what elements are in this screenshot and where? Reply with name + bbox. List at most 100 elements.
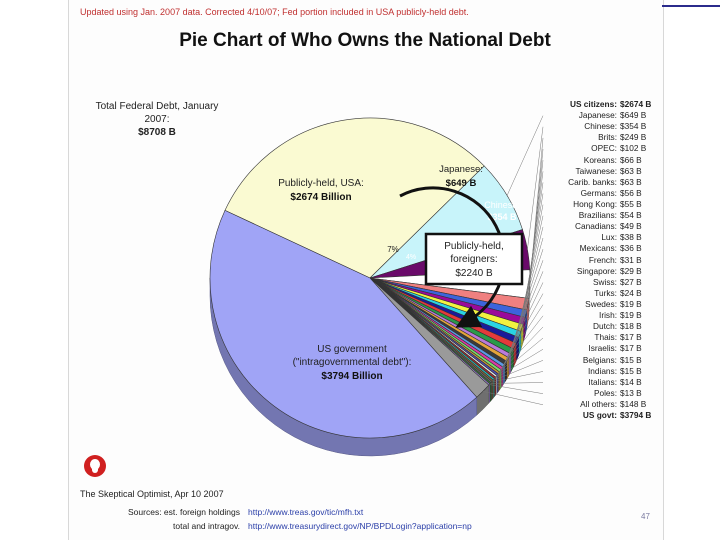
chart-title: Pie Chart of Who Owns the National Debt <box>179 30 551 51</box>
leader-line <box>492 360 544 382</box>
source-row: total and intragov. http://www.treasuryd… <box>90 519 472 533</box>
legend-label: Koreans: <box>583 154 617 165</box>
slice-label-us-government: US government <box>317 344 387 355</box>
slice-percent-7: 7% <box>387 245 399 254</box>
legend-entry-poles: Poles: $13 B <box>510 388 658 399</box>
total-debt-value: $8708 B <box>138 127 176 138</box>
source-label: total and intragov. <box>173 521 240 531</box>
legend-value: $19 B <box>620 310 642 321</box>
legend-entry-thais: Thais: $17 B <box>510 332 658 343</box>
legend-value: $49 B <box>620 221 642 232</box>
legend-label: US govt: <box>582 410 617 421</box>
slice-label-publicly-held: Publicly-held, USA: <box>278 178 364 189</box>
legend-value: $17 B <box>620 332 642 343</box>
leader-line <box>482 391 544 406</box>
slice-label-intragovernmental: ("intragovernmental debt"): <box>293 357 412 368</box>
leader-line <box>489 384 544 394</box>
legend-value: $38 B <box>620 232 642 243</box>
pie-slices <box>209 117 531 439</box>
legend-value: $148 B <box>620 398 647 409</box>
legend-value: $102 B <box>620 143 647 154</box>
leader-line <box>519 193 544 335</box>
legend-value: $649 B <box>620 110 647 121</box>
legend-label: Italians: <box>588 376 617 387</box>
skeptical-optimist-logo <box>84 455 106 477</box>
legend-value: $66 B <box>620 154 642 165</box>
legend-label: US citizens: <box>569 99 617 109</box>
legend-entry-koreans: Koreans: $66 B <box>510 155 658 166</box>
legend-label: Singapore: <box>576 265 617 276</box>
total-debt-label: Total Federal Debt, January 2007: $8708 … <box>92 100 222 139</box>
legend-entry-swedes: Swedes: $19 B <box>510 299 658 310</box>
legend-value: $17 B <box>620 343 642 354</box>
legend-entry-canadians: Canadians: $49 B <box>510 221 658 232</box>
legend-value: $27 B <box>620 276 642 287</box>
legend-label: French: <box>588 254 617 265</box>
callout-line-1: Publicly-held, <box>444 241 503 252</box>
legend-entry-hong-kong: Hong Kong: $55 B <box>510 199 658 210</box>
legend-entry-chinese: Chinese: $354 B <box>510 121 658 132</box>
pie-slice-us-govt <box>209 209 478 439</box>
leader-line <box>503 271 544 366</box>
chart-legend: US citizens: $2674 B Japanese: $649 B Chines… <box>510 99 658 421</box>
legend-entry-turks: Turks: $24 B <box>510 288 658 299</box>
callout-box <box>424 232 524 286</box>
legend-entry-swiss: Swiss: $27 B <box>510 277 658 288</box>
leader-line <box>500 293 544 371</box>
legend-entry-brits: Brits: $249 B <box>510 132 658 143</box>
leader-line <box>496 326 544 377</box>
legend-value: $19 B <box>620 298 642 309</box>
slice-value-japanese: $649 B <box>446 178 477 189</box>
update-note: Updated using Jan. 2007 data. Corrected … <box>80 7 469 17</box>
legend-value: $15 B <box>620 354 642 365</box>
legend-entry-us-govt: US govt: $3794 B <box>510 410 658 421</box>
leader-line <box>493 348 544 380</box>
leader-line <box>497 315 544 375</box>
leader-line <box>494 337 544 379</box>
legend-label: Israelis: <box>588 343 617 354</box>
legend-value: $14 B <box>620 376 642 387</box>
legend-label: All others: <box>580 398 617 409</box>
legend-label: Dutch: <box>593 321 617 332</box>
legend-entry-japanese: Japanese: $649 B <box>510 110 658 121</box>
legend-value: $36 B <box>620 243 642 254</box>
legend-entry-carib-banks: Carib. banks: $63 B <box>510 177 658 188</box>
legend-label: Germans: <box>580 187 617 198</box>
pie-slice-us-citizens <box>224 117 485 279</box>
leader-line <box>501 282 544 369</box>
legend-value: $31 B <box>620 254 642 265</box>
slice-label-japanese: Japanese: <box>439 164 483 175</box>
legend-entry-germans: Germans: $56 B <box>510 188 658 199</box>
source-link[interactable]: http://www.treas.gov/tic/mfh.txt <box>248 507 364 517</box>
foreign-holdings-arrow <box>399 186 506 328</box>
legend-entry-israelis: Israelis: $17 B <box>510 343 658 354</box>
legend-label: Hong Kong: <box>573 198 617 209</box>
legend-value: $15 B <box>620 365 642 376</box>
legend-entry-italians: Italians: $14 B <box>510 377 658 388</box>
legend-value: $2674 B <box>620 99 652 109</box>
leader-line <box>491 371 544 383</box>
legend-value: $56 B <box>620 187 642 198</box>
legend-value: $354 B <box>620 121 647 132</box>
legend-label: OPEC: <box>591 143 617 154</box>
legend-label: Mexicans: <box>579 243 617 254</box>
legend-entry-indians: Indians: $15 B <box>510 366 658 377</box>
legend-label: Lux: <box>601 232 617 243</box>
legend-label: Brits: <box>598 132 617 143</box>
legend-label: Indians: <box>587 365 617 376</box>
legend-value: $63 B <box>620 165 642 176</box>
legend-label: Swiss: <box>593 276 617 287</box>
leader-line <box>490 382 544 384</box>
source-row: Sources: est. foreign holdings http://ww… <box>90 505 472 519</box>
legend-value: $24 B <box>620 287 642 298</box>
source-link[interactable]: http://www.treasurydirect.gov/NP/BPDLogi… <box>248 521 472 531</box>
legend-value: $3794 B <box>620 410 652 421</box>
slice-percent-4: 4% <box>406 254 416 261</box>
legend-value: $13 B <box>620 387 642 398</box>
legend-value: $54 B <box>620 210 642 221</box>
legend-entry-belgians: Belgians: $15 B <box>510 355 658 366</box>
legend-leader-lines <box>482 115 544 406</box>
leader-line <box>498 304 544 373</box>
chart-credit: The Skeptical Optimist, Apr 10 2007 <box>80 489 224 499</box>
legend-label: Brazilians: <box>578 210 617 221</box>
